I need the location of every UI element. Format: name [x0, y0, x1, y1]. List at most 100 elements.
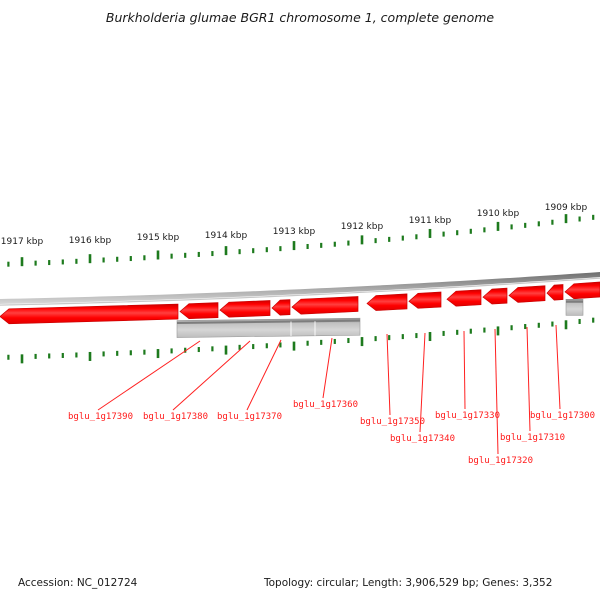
small-grey-feature[interactable]: [565, 298, 584, 316]
ruler-tick-minor: [442, 231, 445, 237]
gene-arrow[interactable]: [446, 289, 482, 307]
ruler-tick-minor: [347, 338, 350, 344]
ruler-label: 1912 kbp: [341, 222, 384, 232]
ruler-tick-minor: [374, 336, 377, 342]
grey-feature-track[interactable]: [176, 298, 584, 338]
ruler-tick-minor: [116, 350, 119, 356]
ruler-tick-minor: [211, 251, 214, 257]
ruler-tick-minor: [252, 344, 255, 350]
ruler-tick-minor: [306, 243, 309, 249]
ruler-label: 1909 kbp: [545, 203, 588, 213]
ruler-tick-major: [88, 351, 92, 361]
gene-label[interactable]: bglu_1g17380: [143, 412, 208, 422]
ruler-tick-minor: [238, 344, 241, 350]
ruler-tick-major: [564, 214, 568, 224]
gene-arrow-shape[interactable]: [219, 300, 271, 318]
gene-arrow[interactable]: [508, 285, 546, 303]
gene-arrow[interactable]: [271, 299, 291, 316]
ruler-tick-major: [428, 228, 432, 238]
gene-arrow[interactable]: [0, 303, 179, 325]
gene-arrow-shape[interactable]: [271, 299, 291, 316]
gene-label[interactable]: bglu_1g17340: [390, 434, 455, 444]
ruler-tick-minor: [129, 350, 132, 356]
ruler-tick-minor: [388, 335, 391, 341]
ruler-tick-minor: [197, 251, 200, 257]
ruler-tick-minor: [252, 248, 255, 254]
ruler-tick-minor: [537, 221, 540, 227]
ruler-tick-major: [156, 250, 160, 260]
gene-arrow-shape[interactable]: [0, 303, 179, 325]
ruler-tick-minor: [524, 324, 527, 330]
ruler-tick-minor: [75, 258, 78, 264]
ruler-tick-minor: [578, 216, 581, 222]
ruler-label: 1910 kbp: [477, 209, 520, 219]
gene-arrow-shape[interactable]: [564, 281, 600, 300]
gene-arrow[interactable]: [564, 281, 600, 300]
ruler-tick-minor: [388, 236, 391, 242]
gene-label[interactable]: bglu_1g17370: [217, 412, 282, 422]
ruler-tick-minor: [401, 235, 404, 241]
ruler-label: 1914 kbp: [205, 231, 248, 241]
gene-arrow-shape[interactable]: [508, 285, 546, 303]
gene-arrow[interactable]: [366, 293, 408, 311]
ruler-tick-minor: [48, 353, 51, 359]
gene-arrow[interactable]: [482, 287, 508, 305]
gene-arrow-shape[interactable]: [482, 287, 508, 305]
ruler-tick-minor: [170, 253, 173, 259]
ruler-tick-major: [428, 332, 432, 342]
genome-stats-text: Topology: circular; Length: 3,906,529 bp…: [263, 577, 552, 589]
ruler-tick-minor: [320, 242, 323, 248]
ruler-tick-major: [224, 246, 228, 256]
gene-arrow[interactable]: [179, 302, 219, 320]
ruler-tick-minor: [197, 347, 200, 353]
ruler-tick-minor: [401, 334, 404, 340]
ruler-labels: 1917 kbp 1916 kbp 1915 kbp 1914 kbp 1913 kbp…: [1, 203, 588, 247]
gene-label[interactable]: bglu_1g17350: [360, 417, 425, 427]
ruler-tick-major: [224, 345, 228, 355]
gene-label[interactable]: bglu_1g17310: [500, 433, 565, 443]
gene-arrow-shape[interactable]: [446, 289, 482, 307]
ruler-tick-minor: [102, 257, 105, 263]
gene-label[interactable]: bglu_1g17390: [68, 412, 133, 422]
gene-label[interactable]: bglu_1g17320: [468, 456, 533, 466]
label-leader-lines: [97, 324, 561, 455]
gene-arrow-shape[interactable]: [408, 291, 442, 309]
gene-label-group[interactable]: bglu_1g17390 bglu_1g17380 bglu_1g17370bglu…: [68, 400, 595, 466]
grey-feature-shape[interactable]: [565, 298, 584, 316]
ruler-tick-minor: [75, 352, 78, 358]
ruler-tick-minor: [524, 222, 527, 228]
grey-feature-edge: [176, 319, 361, 325]
gene-arrow-shape[interactable]: [366, 293, 408, 311]
gene-arrow[interactable]: [546, 284, 564, 301]
ruler-tick-minor: [61, 352, 64, 358]
ruler-tick-major: [496, 221, 500, 231]
gene-arrow-track[interactable]: [0, 281, 600, 325]
gene-arrow[interactable]: [219, 300, 271, 318]
ruler-tick-minor: [7, 261, 10, 267]
ruler-tick-minor: [374, 238, 377, 244]
gene-arrow-shape[interactable]: [179, 302, 219, 320]
ruler-tick-minor: [510, 224, 513, 230]
gene-label[interactable]: bglu_1g17300: [530, 411, 595, 421]
ruler-tick-minor: [320, 339, 323, 345]
gene-arrow-shape[interactable]: [546, 284, 564, 301]
label-leader-line: [246, 339, 282, 411]
large-grey-feature[interactable]: [176, 317, 361, 338]
label-leader-line: [172, 340, 251, 411]
ruler-tick-major: [496, 326, 500, 336]
gene-arrow[interactable]: [408, 291, 442, 309]
ruler-tick-major: [20, 257, 24, 267]
gene-arrow[interactable]: [291, 296, 359, 315]
ruler-tick-minor: [551, 321, 554, 327]
gene-label[interactable]: bglu_1g17360: [293, 400, 358, 410]
ruler-tick-minor: [415, 234, 418, 240]
ruler-tick-major: [292, 241, 296, 251]
ruler-tick-minor: [483, 227, 486, 233]
ruler-tick-minor: [469, 328, 472, 334]
gene-arrow-shape[interactable]: [291, 296, 359, 315]
gene-label[interactable]: bglu_1g17330: [435, 411, 500, 421]
ruler-tick-minor: [238, 249, 241, 255]
label-leader-line: [555, 324, 561, 410]
ruler-tick-major: [88, 254, 92, 264]
label-leader-line: [419, 332, 426, 433]
